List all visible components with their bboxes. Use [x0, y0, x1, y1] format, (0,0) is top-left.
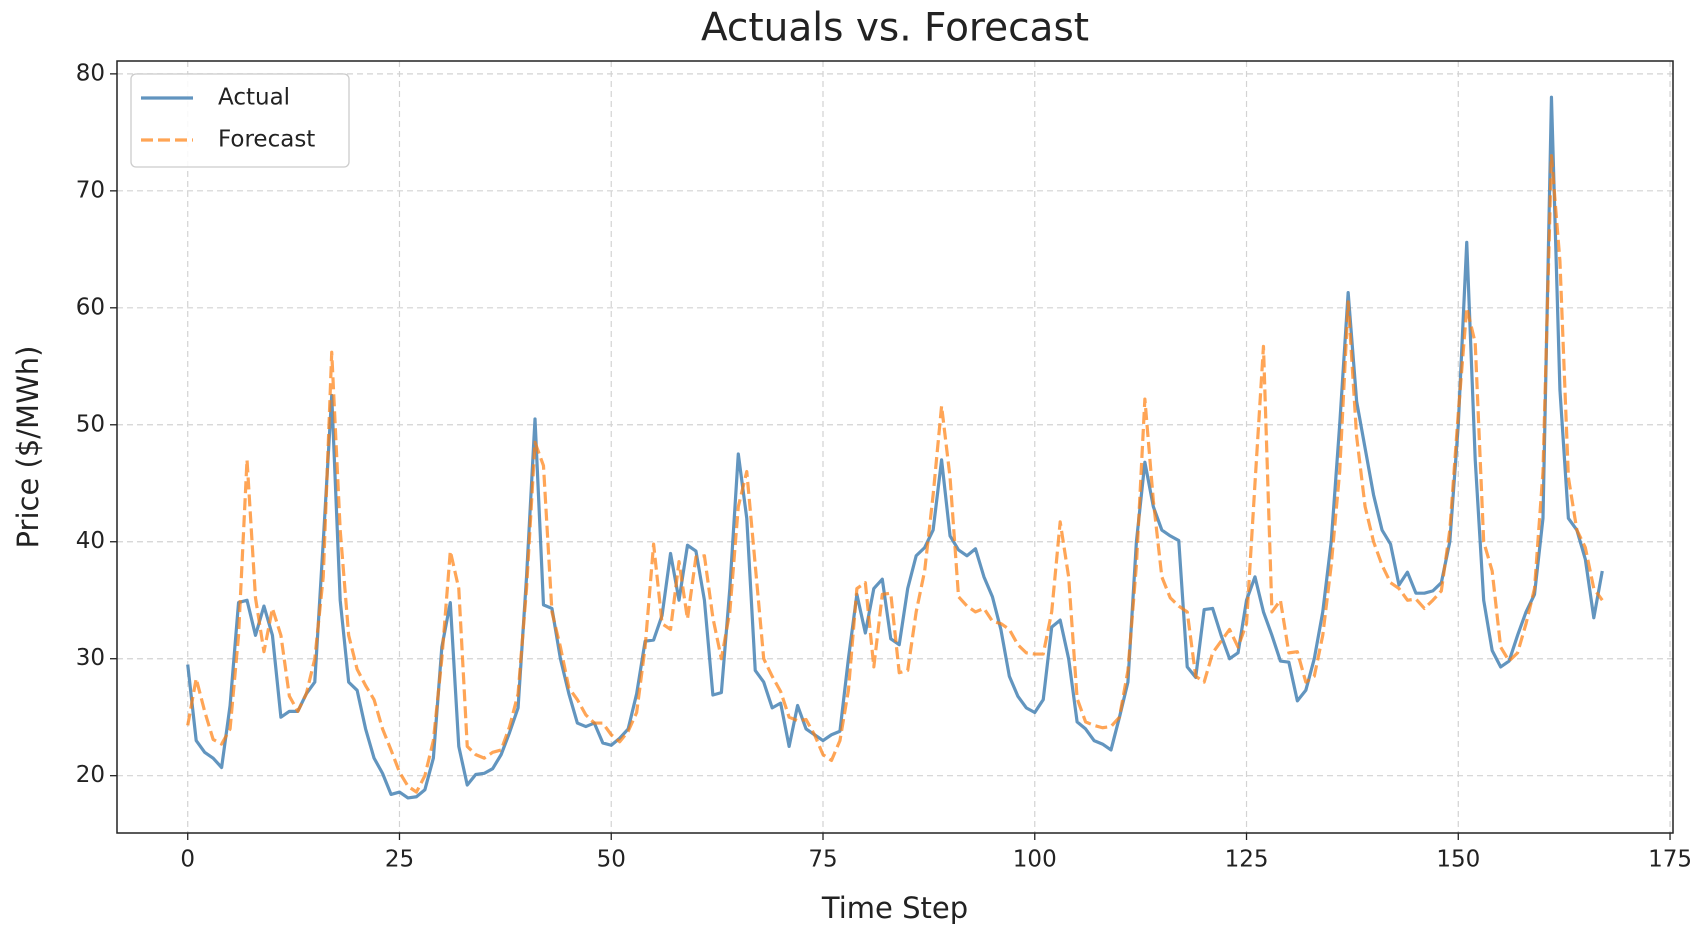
- x-axis-label: Time Step: [821, 891, 968, 925]
- x-tick-label: 75: [808, 847, 837, 873]
- y-tick-label: 50: [76, 411, 105, 437]
- y-axis-label: Price ($/MWh): [11, 346, 45, 549]
- x-tick-label: 50: [597, 847, 626, 873]
- series-line: [186, 154, 1604, 794]
- chart-title: Actuals vs. Forecast: [701, 6, 1089, 51]
- y-tick-label: 60: [76, 294, 105, 320]
- x-tick-label: 150: [1436, 847, 1480, 873]
- legend-label: Actual: [218, 85, 290, 111]
- y-tick-label: 70: [76, 177, 105, 203]
- plot-frame: [116, 60, 1674, 834]
- y-tick-label: 80: [76, 60, 105, 86]
- y-tick-label: 20: [76, 762, 105, 788]
- x-tick-label: 100: [1013, 847, 1057, 873]
- legend-label: Forecast: [218, 127, 315, 153]
- x-tick-label: 0: [180, 847, 195, 873]
- x-tick-label: 125: [1225, 847, 1269, 873]
- y-tick-label: 40: [76, 528, 105, 554]
- y-tick-label: 30: [76, 645, 105, 671]
- x-tick-label: 175: [1648, 847, 1692, 873]
- x-tick-label: 25: [385, 847, 414, 873]
